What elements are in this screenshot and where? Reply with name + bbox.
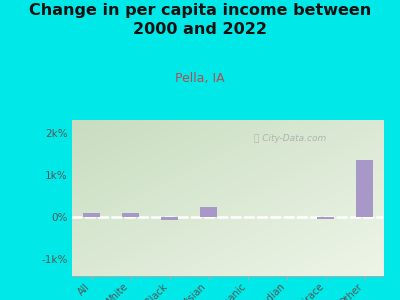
- Bar: [200, 207, 217, 217]
- Bar: [317, 217, 334, 219]
- Bar: [161, 217, 178, 220]
- Text: ⓘ City-Data.com: ⓘ City-Data.com: [254, 134, 326, 143]
- Text: Change in per capita income between
2000 and 2022: Change in per capita income between 2000…: [29, 3, 371, 37]
- Text: Pella, IA: Pella, IA: [175, 72, 225, 85]
- Bar: [356, 160, 373, 217]
- Bar: [83, 213, 100, 217]
- Bar: [122, 213, 139, 217]
